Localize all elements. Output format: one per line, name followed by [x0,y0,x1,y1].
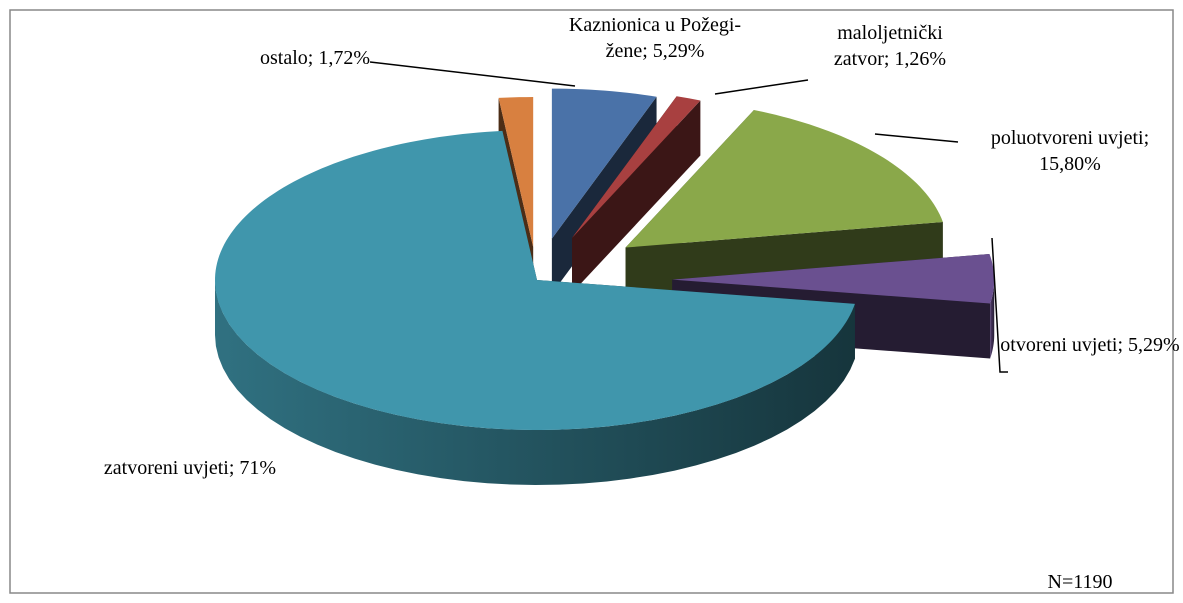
slice-top [571,96,701,239]
slice-top [215,130,855,430]
value-label: 15,80% [1039,153,1101,175]
slice-wall [571,100,701,294]
slice [215,130,855,485]
leader-line [874,133,959,143]
slice-top [672,254,995,304]
slice-label: ostalo; 1,72% [120,45,370,71]
value-label: 71% [239,457,277,479]
leader-line [991,237,1008,373]
leaders [369,61,1008,373]
slice [571,96,701,294]
category-label: Kaznionica u Požegi-žene; [568,14,742,62]
leader-line [369,61,576,87]
category-label: poluotvoreni uvjeti; [990,127,1150,149]
slice-label: Kaznionica u Požegi-žene; 5,29% [555,12,755,64]
annotation: N=1190 [1048,571,1113,593]
slice-label: otvoreni uvjeti; 5,29% [995,332,1183,358]
category-label: zatvoreni uvjeti; [103,457,235,479]
category-label: otvoreni uvjeti; [1000,334,1124,356]
category-label: maloljetnički zatvor; [833,22,943,70]
slice-top [498,97,534,248]
slice-top [625,109,943,248]
leader-line [714,79,809,95]
slice-side [990,279,995,359]
slice-label: poluotvoreni uvjeti; 15,80% [970,125,1170,177]
slice-top [551,88,657,239]
slice-label: maloljetnički zatvor; 1,26% [810,20,970,72]
slice-label: zatvoreni uvjeti; 71% [90,455,290,481]
category-label: ostalo; [259,47,314,69]
value-label: 1,26% [894,48,947,70]
slices [215,88,995,485]
value-label: 5,29% [1128,334,1180,356]
slice-side [215,280,855,485]
value-label: 5,29% [652,40,705,62]
value-label: 1,72% [318,47,370,69]
